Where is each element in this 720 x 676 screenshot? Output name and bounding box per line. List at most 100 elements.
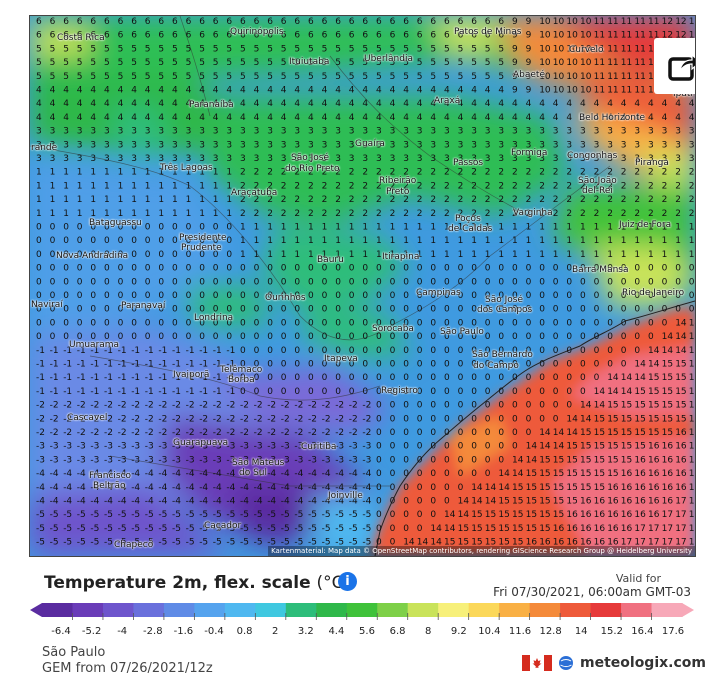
grid-value: 15	[498, 538, 509, 548]
grid-value: 10	[553, 44, 565, 54]
temperature-map[interactable]: 6 6 6 6 6 6 6 6 6 6 6 6 6 6 6 6 6 6 6 6 6 6 6 6 6 6 6 6 6 6 6 6 6 6 6 9 9 10 1…	[29, 15, 696, 557]
grid-value: 1	[172, 181, 178, 191]
grid-value: 0	[281, 346, 287, 356]
grid-value: -3	[226, 442, 235, 452]
brand-logo[interactable]: meteologix.com	[522, 655, 706, 671]
grid-value: 5	[281, 58, 287, 68]
grid-value: 5	[294, 58, 300, 68]
grid-value: 5	[104, 72, 110, 82]
grid-value: 11	[621, 17, 632, 27]
grid-value: 15	[566, 442, 577, 452]
grid-value: -2	[349, 401, 358, 411]
grid-value: 3	[362, 127, 368, 137]
grid-value: 2	[430, 181, 436, 191]
grid-value: 0	[294, 305, 300, 315]
city-label: Três Lagoas	[160, 163, 213, 173]
grid-value: -5	[294, 510, 303, 520]
grid-value: 1	[36, 181, 42, 191]
grid-value: 2	[594, 209, 600, 219]
grid-value: 0	[430, 428, 436, 438]
grid-value: 0	[362, 264, 368, 274]
grid-value: 0	[471, 387, 477, 397]
grid-value: 5	[376, 44, 382, 54]
grid-value: -2	[267, 401, 276, 411]
city-label: Formiga	[511, 148, 548, 158]
grid-value: 1	[376, 223, 382, 233]
grid-value: -2	[186, 428, 195, 438]
scale-swatch	[377, 603, 409, 617]
grid-value: 0	[471, 332, 477, 342]
grid-value: -1	[90, 387, 99, 397]
grid-value: 3	[362, 140, 368, 150]
grid-value: 1	[267, 236, 273, 246]
grid-value: 0	[458, 455, 464, 465]
grid-value: 0	[485, 346, 491, 356]
grid-value: 0	[634, 332, 640, 342]
grid-value: 15	[648, 373, 659, 383]
grid-value: 0	[390, 387, 396, 397]
grid-value: 0	[322, 373, 328, 383]
grid-value: 4	[458, 99, 464, 109]
grid-value: 1	[172, 209, 178, 219]
grid-value: 15	[553, 455, 564, 465]
grid-value: -5	[104, 538, 113, 548]
grid-value: -4	[281, 483, 290, 493]
grid-value: 5	[63, 58, 69, 68]
grid-value: 5	[458, 72, 464, 82]
grid-value: 4	[199, 99, 205, 109]
grid-value: 0	[322, 318, 328, 328]
grid-value: 0	[566, 264, 572, 274]
grid-value: 2	[267, 168, 273, 178]
grid-value: 0	[199, 264, 205, 274]
grid-value: 5	[254, 58, 260, 68]
grid-value: 0	[621, 264, 627, 274]
grid-value: 1	[444, 236, 450, 246]
grid-value: 0	[689, 264, 695, 274]
grid-value: 4	[417, 113, 423, 123]
grid-value: 2	[662, 195, 668, 205]
grid-value: 0	[104, 291, 110, 301]
grid-value: 4	[118, 99, 124, 109]
grid-value: 15	[526, 524, 537, 534]
grid-value: 2	[322, 181, 328, 191]
grid-value: 1	[485, 250, 491, 260]
grid-value: 0	[417, 483, 423, 493]
grid-value: 14	[675, 318, 687, 328]
grid-value: 1	[50, 168, 56, 178]
grid-value: 2	[539, 209, 545, 219]
grid-value: 0	[349, 373, 355, 383]
grid-value: 0	[362, 360, 368, 370]
grid-value: 1	[213, 168, 219, 178]
grid-value: 0	[118, 223, 124, 233]
grid-value: -4	[226, 469, 235, 479]
grid-value: 3	[607, 154, 613, 164]
grid-value: 0	[689, 277, 695, 287]
grid-value: 16	[648, 469, 660, 479]
temperature-value-grid: 6 6 6 6 6 6 6 6 6 6 6 6 6 6 6 6 6 6 6 6 6 6 6 6 6 6 6 6 6 6 6 6 6 6 6 9 9 10 1…	[36, 17, 695, 548]
grid-value: -2	[254, 401, 263, 411]
grid-value: 0	[498, 346, 504, 356]
grid-value: 2	[526, 181, 532, 191]
grid-value: 2	[594, 168, 600, 178]
grid-value: 0	[539, 401, 545, 411]
scale-tick-label: 2	[272, 626, 279, 637]
grid-value: -5	[362, 510, 371, 520]
grid-value: 3	[281, 127, 287, 137]
grid-value: 16	[526, 538, 538, 548]
grid-value: 0	[458, 387, 464, 397]
grid-value: 0	[498, 414, 504, 424]
grid-value: 0	[553, 414, 559, 424]
grid-value: -5	[213, 524, 222, 534]
info-icon[interactable]: i	[338, 572, 357, 591]
grid-value: -5	[308, 510, 317, 520]
share-button[interactable]	[654, 38, 695, 94]
grid-value: 4	[90, 113, 96, 123]
scale-tick-label: 11.6	[508, 626, 532, 637]
grid-value: 0	[526, 277, 532, 287]
grid-value: 0	[526, 264, 532, 274]
grid-value: -2	[63, 414, 72, 424]
grid-value: -2	[104, 401, 113, 411]
city-label: Naviraí	[31, 300, 63, 310]
grid-value: 4	[553, 113, 559, 123]
grid-value: 5	[90, 72, 96, 82]
